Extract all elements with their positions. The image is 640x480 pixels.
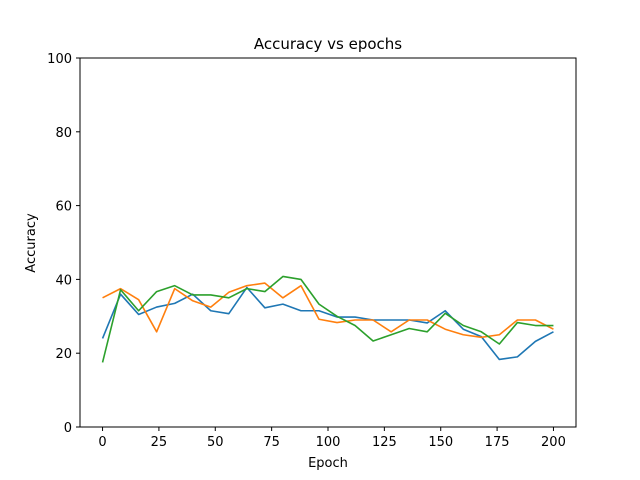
y-tick-label: 40 [55,273,72,288]
chart-title: Accuracy vs epochs [254,35,402,53]
x-tick-label: 125 [372,435,397,450]
y-tick-label: 0 [64,421,72,436]
series-line-2 [102,282,554,339]
y-tick-label: 100 [47,52,72,67]
ticks-layer: 0 25 50 75 100 125 150 175 200 0 20 40 60 80 100 [47,52,566,450]
y-tick-label: 20 [55,347,72,362]
series-layer [101,275,554,363]
series-line-3 [101,275,554,363]
y-tick-label: 80 [55,126,72,141]
x-tick-label: 50 [207,435,224,450]
x-tick-label: 0 [98,435,106,450]
plot-frame [79,57,577,428]
x-tick-label: 75 [263,435,280,450]
x-tick-label: 100 [316,435,341,450]
x-tick-label: 25 [151,435,168,450]
series-line-1 [101,286,554,361]
y-axis-label: Accuracy [24,213,39,273]
x-tick-label: 200 [541,435,566,450]
y-tick-label: 60 [55,200,72,215]
x-axis-label: Epoch [308,456,348,471]
x-tick-label: 175 [485,435,510,450]
x-tick-label: 150 [428,435,453,450]
